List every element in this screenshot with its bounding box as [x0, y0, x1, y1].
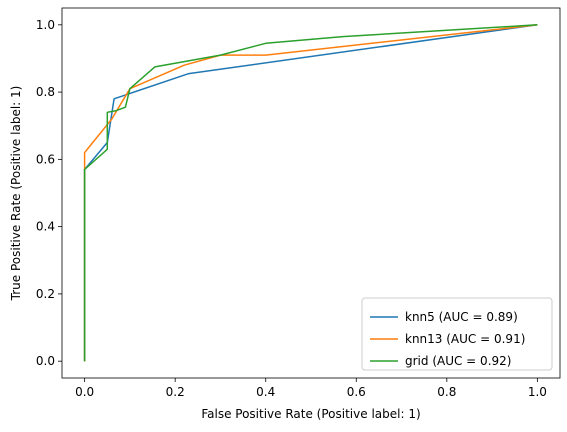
series-lines [83, 24, 538, 362]
x-axis-ticks: 0.0 0.2 0.4 0.6 0.8 1.0 [75, 378, 547, 399]
y-tick-label: 0.8 [36, 85, 55, 99]
y-axis-ticks: 0.0 0.2 0.4 0.6 0.8 1.0 [36, 18, 62, 368]
legend-label: grid (AUC = 0.92) [405, 354, 511, 368]
x-tick-label: 0.6 [347, 385, 366, 399]
legend-label: knn5 (AUC = 0.89) [405, 310, 518, 324]
x-tick-label: 0.2 [166, 385, 185, 399]
x-tick-label: 0.4 [256, 385, 275, 399]
legend-label: knn13 (AUC = 0.91) [405, 332, 525, 346]
x-tick-label: 1.0 [528, 385, 547, 399]
x-axis-label: False Positive Rate (Positive label: 1) [201, 407, 420, 421]
y-tick-label: 0.4 [36, 220, 55, 234]
series-line-2 [83, 24, 538, 362]
y-tick-label: 0.2 [36, 287, 55, 301]
legend-box [361, 297, 553, 371]
y-tick-label: 0.0 [36, 354, 55, 368]
legend: knn5 (AUC = 0.89) knn13 (AUC = 0.91) grid … [361, 297, 553, 371]
y-tick-label: 0.6 [36, 152, 55, 166]
y-tick-label: 1.0 [36, 18, 55, 32]
series-line-1 [83, 24, 538, 362]
x-tick-label: 0.8 [437, 385, 456, 399]
y-axis-label: True Positive Rate (Positive label: 1) [9, 86, 23, 302]
x-tick-label: 0.0 [75, 385, 94, 399]
